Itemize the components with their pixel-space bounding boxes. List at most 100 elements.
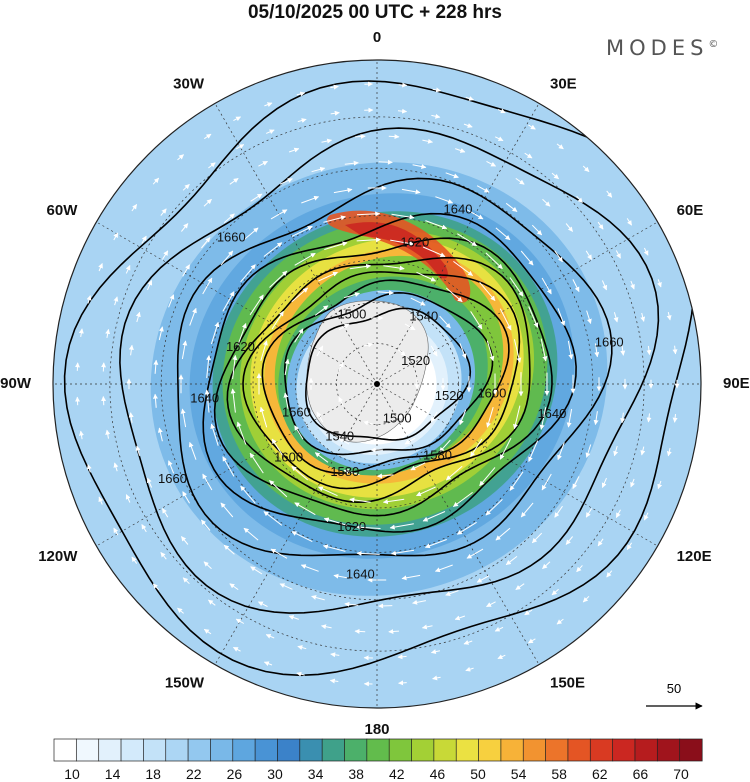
latitude-circle [109,116,645,652]
wind-vector-arrow [101,396,107,406]
vector-key: 50 [646,681,703,710]
colorbar-tick-label: 38 [348,766,364,782]
wind-vector-arrow [147,477,153,488]
wind-vector-arrow [152,393,158,408]
longitude-label: 0 [373,29,381,46]
wind-vector-arrow [466,209,484,220]
wind-vector-arrow [181,340,188,360]
wind-vector-arrow [79,430,84,440]
contour-label: 1640 [346,566,375,581]
wind-vector-arrow [572,476,580,490]
height-contour-line [226,256,531,504]
wind-vector-arrow [323,215,346,223]
wind-vector-arrow [494,626,504,632]
colorbar-tick-label: 26 [226,766,243,782]
wind-vector-arrow [349,497,371,503]
colorbar-swatch [232,738,256,762]
wind-vector-arrow [626,218,633,226]
wind-vector-arrow [269,480,288,498]
wind-vector-arrow [465,96,475,101]
wind-vector-arrow [259,406,268,428]
wind-vector-arrow [397,108,408,114]
colorbar-swatch [411,738,435,762]
wind-vector-arrow [463,640,473,645]
wind-vector-arrow [551,588,559,596]
wind-vector-arrow [232,646,241,652]
wind-vector-arrow [271,438,284,457]
wind-vector-arrow [613,312,619,323]
wind-vector-arrow [86,295,92,304]
wind-vector-arrow [585,250,593,260]
wind-vector-arrow [288,615,299,620]
wind-vector-arrow [354,628,366,634]
wind-vector-arrow [497,108,506,114]
colorbar-tick-label: 46 [429,766,446,782]
wind-vector-arrow [294,252,316,266]
wind-vector-arrow [657,480,663,490]
wind-vector-arrow [593,411,599,426]
wind-vector-arrow [338,323,350,331]
contour-label: 1520 [401,353,430,368]
wind-vector-arrow [540,338,548,362]
wind-vector-arrow [435,196,454,204]
wind-vector-arrow [188,441,197,460]
wind-vector-arrow [354,134,366,140]
wind-vector-arrow [210,321,220,345]
wind-vector-arrow [203,198,212,207]
wind-vector-arrow [479,467,496,487]
colorbar-swatch [187,738,211,762]
wind-vector-arrow [554,505,563,518]
wind-vector-arrow [672,345,678,355]
wind-vector-arrow [296,671,305,677]
contour-label: 1600 [274,450,303,465]
wind-vector-arrow [432,87,442,93]
wind-vector-arrow [113,232,119,241]
colorbar-swatch [634,738,658,762]
colorbar-swatch [433,738,457,762]
wind-vector-arrow [586,310,592,324]
wind-vector-arrow [439,315,451,329]
colorbar-swatch [589,738,614,762]
wind-vector-arrow [528,124,536,130]
wind-vector-arrow [98,263,103,272]
wind-vector-arrow [333,187,353,194]
wind-vector-arrow [557,442,565,461]
wind-vector-arrow [554,250,563,263]
wind-vector-arrow [430,345,438,357]
wind-vector-arrow [240,264,256,283]
wind-vector-arrow [556,618,564,625]
wind-vector-arrow [329,678,339,684]
wind-vector-arrow [666,447,672,457]
wind-vector-arrow [527,638,536,644]
meridian-line [376,383,540,665]
wind-vector-arrow [314,305,329,316]
graticule [53,60,701,708]
wind-vector-arrow [476,575,490,583]
vector-key-label: 50 [667,681,681,696]
colorbar-tick-label: 54 [510,766,527,782]
longitude-label: 150W [165,675,205,692]
wind-vector-arrow [131,203,138,212]
contour-label: 1580 [330,464,359,479]
wind-vector-arrow [356,550,380,556]
wind-vector-arrow [422,138,433,144]
wind-vector-arrow [424,539,447,549]
brand-copyright: © [708,39,719,50]
wind-vector-arrow [453,260,474,277]
height-contour-line [176,177,613,557]
wind-vector-arrow [551,172,559,180]
colorbar-swatch [53,738,77,762]
meridian-line [376,103,540,385]
meridian-line [214,103,378,385]
wind-vector-arrow [404,437,416,445]
wind-vector-arrow [317,486,338,497]
wind-vector-arrow [499,437,512,460]
wind-vector-arrow [233,116,242,122]
wind-vector-arrow [486,340,495,362]
wind-vector-arrow [594,343,600,358]
contour-label: 1600 [477,386,506,401]
contour-label: 1540 [325,429,354,444]
wind-vector-arrow [421,624,433,630]
wind-vector-arrow [401,188,421,195]
wind-vector-arrow [643,512,649,521]
